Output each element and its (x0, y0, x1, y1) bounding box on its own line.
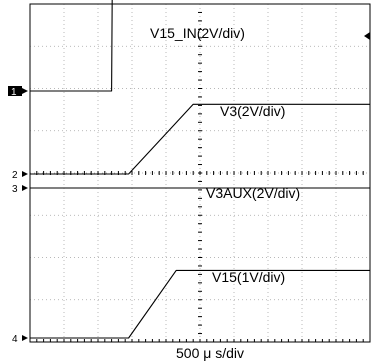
channel-arrow (22, 185, 28, 191)
trace-4 (30, 269, 370, 339)
channel-marker-3: 3 (12, 184, 18, 195)
xlabel-background (170, 344, 260, 360)
channel-markers: 1 2 3 4 (8, 86, 28, 345)
traces (30, 0, 370, 339)
channel-marker-4: 4 (12, 334, 18, 345)
trace-2 (30, 103, 370, 175)
channel-arrow (22, 88, 28, 94)
axis-ticks (29, 3, 371, 343)
channel-marker-box (8, 86, 22, 96)
channel-marker-2: 2 (12, 170, 18, 181)
series-label-v3: V3(2V/div) (220, 103, 285, 119)
series-label-v3aux: V3AUX(2V/div) (206, 185, 300, 201)
grid (30, 4, 370, 342)
trigger-level-marker (364, 32, 370, 40)
channel-arrow (22, 335, 28, 341)
channel-arrow (22, 171, 28, 177)
channel-marker-1: 1 (11, 87, 17, 98)
x-axis-label: 500 μ s/div (176, 345, 244, 361)
series-label-v15-in: V15_IN(2V/div) (150, 25, 245, 41)
trace-1 (30, 0, 113, 92)
series-label-v15: V15(1V/div) (212, 269, 285, 285)
